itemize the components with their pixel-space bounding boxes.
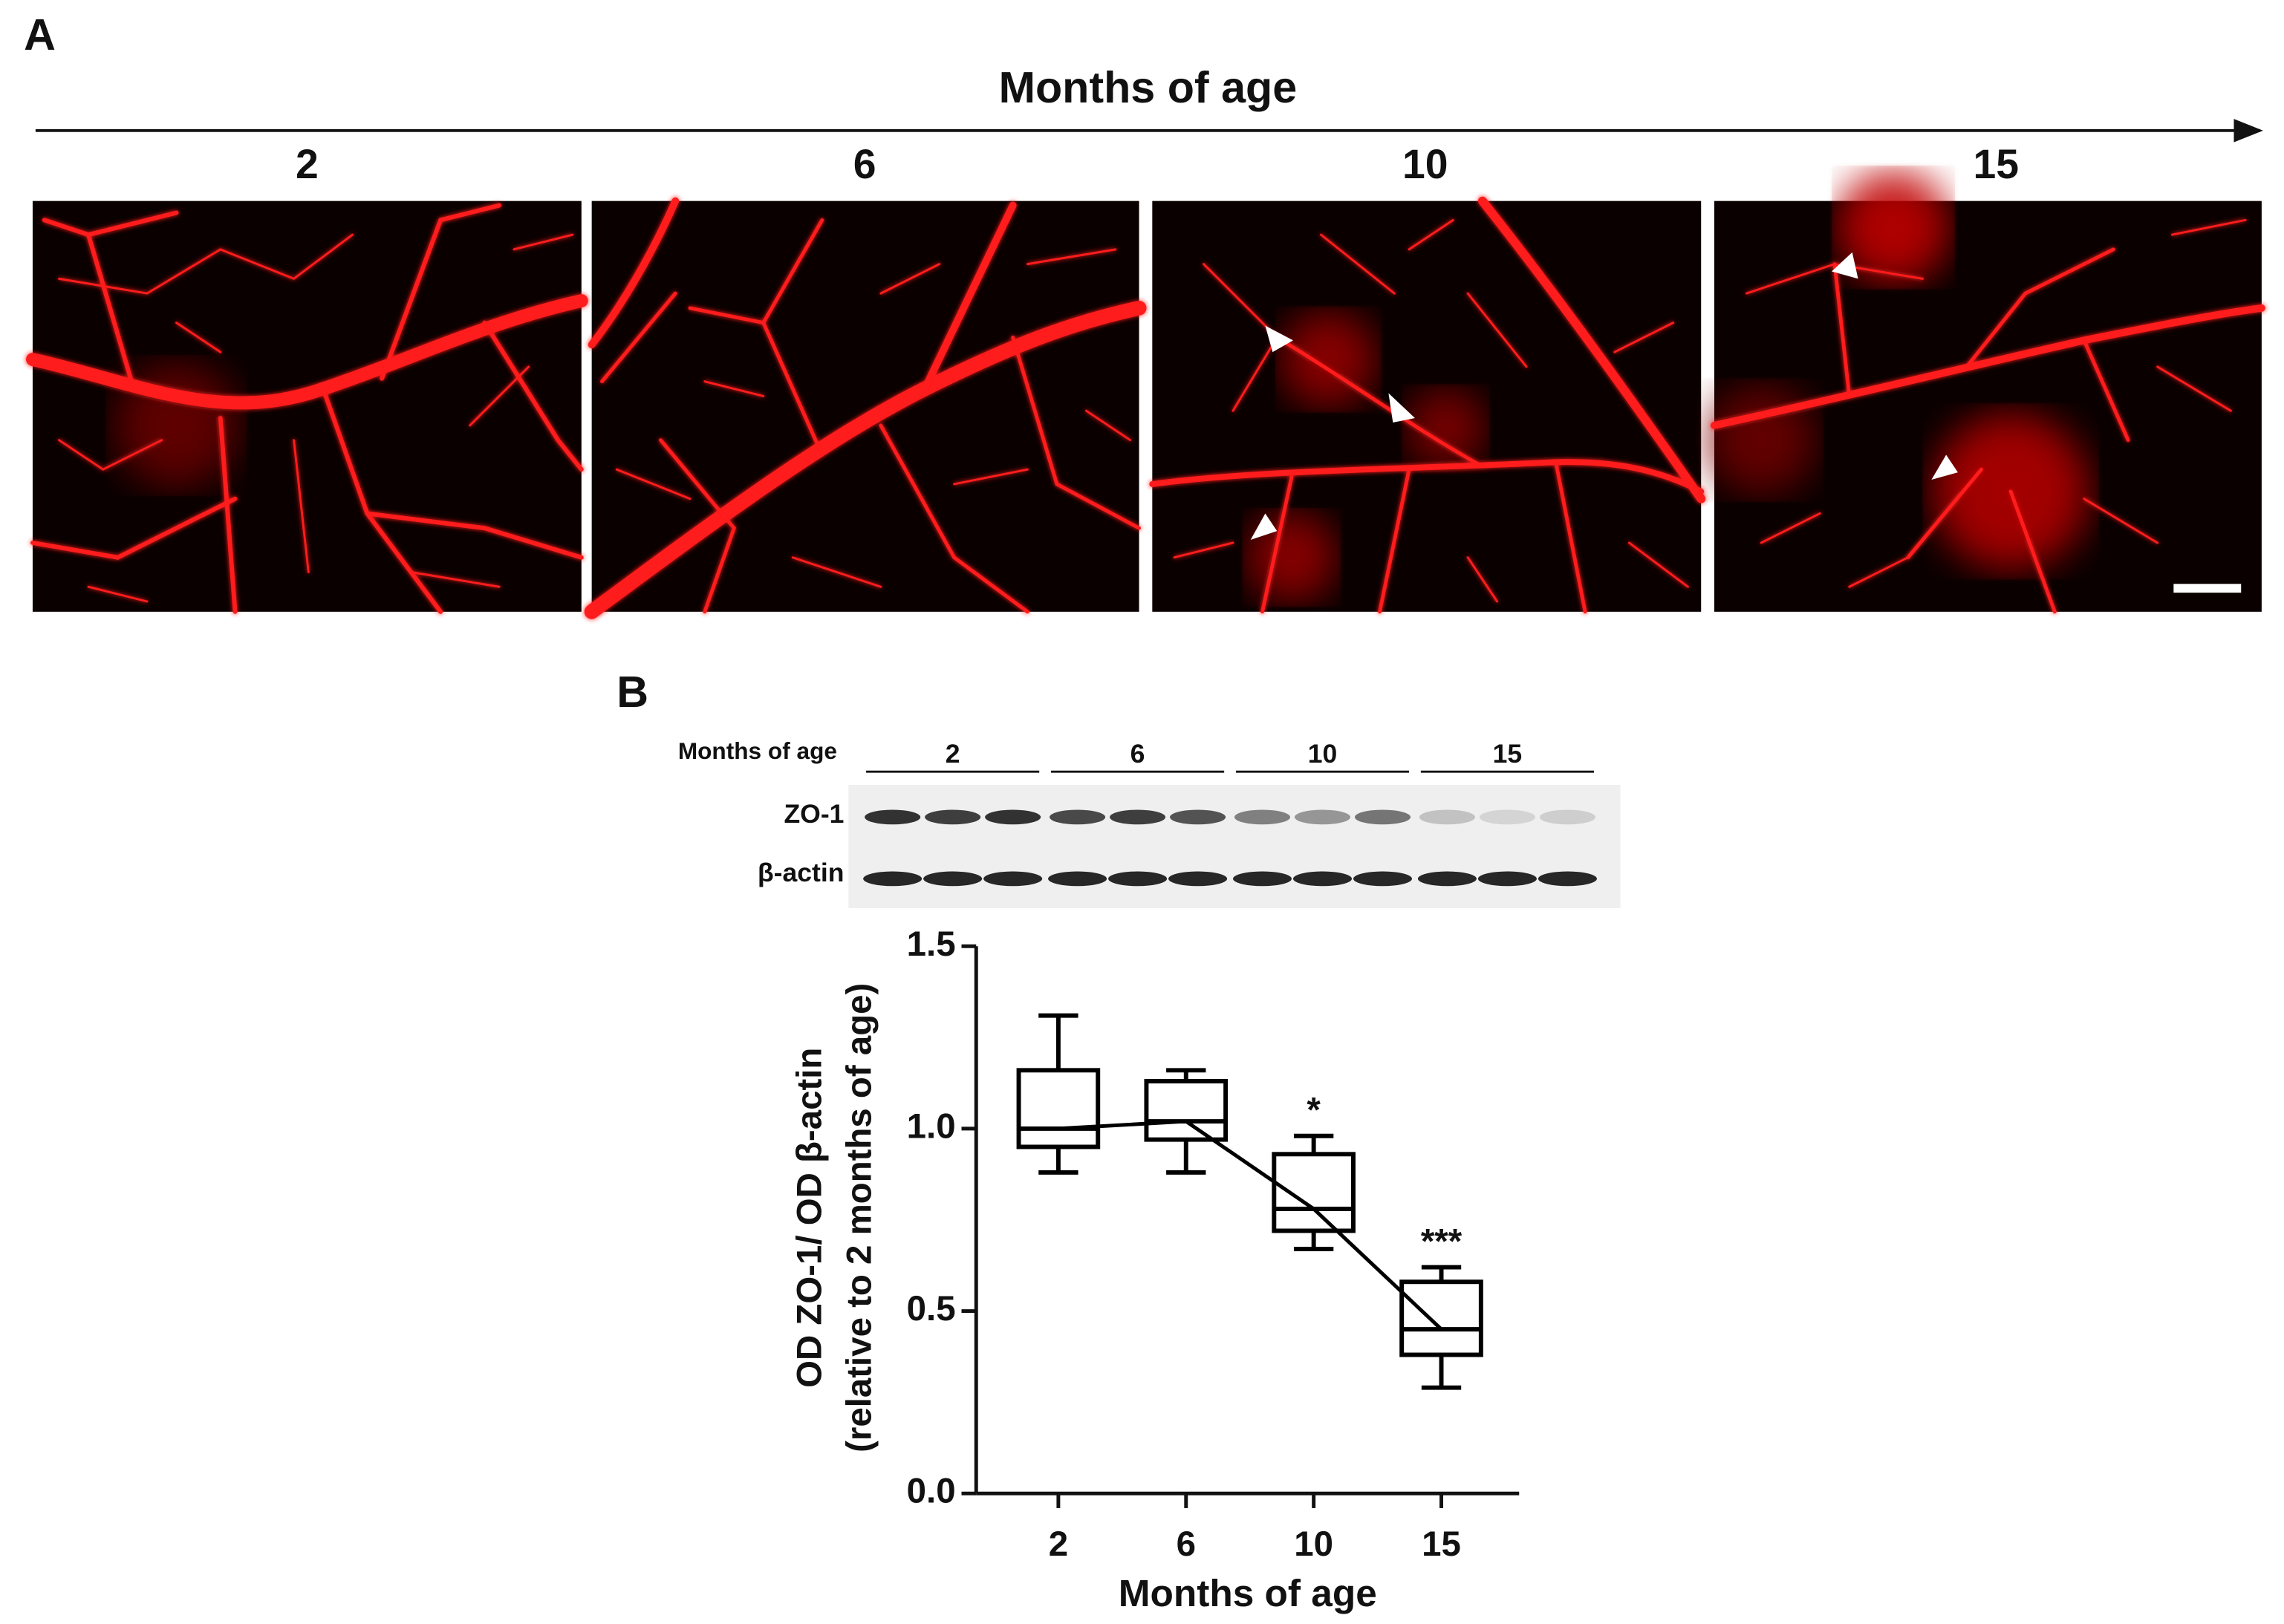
box: [1016, 1068, 1101, 1149]
blot-band: [1419, 809, 1475, 825]
blot-band: [983, 871, 1043, 887]
image-label: 2: [296, 141, 319, 187]
image-label: 6: [853, 141, 876, 187]
significance: *: [1307, 1091, 1321, 1130]
blot-title: Months of age: [678, 737, 837, 764]
blot-group-label: 10: [1308, 739, 1338, 769]
y-axis-label: (relative to 2 months of age): [840, 983, 879, 1452]
blot-band: [1050, 809, 1106, 825]
blot-group-label: 2: [946, 739, 960, 769]
blot-band: [1539, 809, 1595, 825]
box: [1272, 1152, 1356, 1233]
blot-band: [1353, 871, 1413, 887]
blot-row-label: β-actin: [758, 858, 844, 887]
blot-band: [923, 871, 983, 887]
micrograph: [26, 200, 588, 614]
median-line: [1058, 1119, 1443, 1331]
blot-band: [1232, 871, 1292, 887]
blot-band: [1234, 809, 1291, 825]
blot-band: [1538, 871, 1597, 887]
blot-band: [1354, 809, 1411, 825]
blot-band: [1479, 809, 1535, 825]
box: [1399, 1279, 1483, 1357]
image-label: 15: [1974, 141, 2020, 187]
y-tick-label: 0.5: [907, 1289, 956, 1328]
blot-group-label: 6: [1130, 739, 1145, 769]
micrograph: [584, 197, 1147, 619]
blot-band: [1108, 871, 1168, 887]
x-axis-label: Months of age: [1119, 1572, 1377, 1614]
box: [1144, 1079, 1229, 1142]
y-axis-label: OD ZO-1/ OD β-actin: [790, 1048, 830, 1388]
blot-band: [1110, 809, 1166, 825]
image-label: 10: [1402, 141, 1448, 187]
scale-bar: [2173, 584, 2242, 593]
micrograph: [1710, 176, 2265, 614]
blot-band: [925, 809, 981, 825]
blot-band: [1292, 871, 1353, 887]
x-tick-label: 2: [1049, 1524, 1068, 1564]
x-tick-label: 15: [1422, 1524, 1461, 1564]
blot-band: [1417, 871, 1477, 887]
blot-band: [1294, 809, 1351, 825]
panel-title: Months of age: [999, 62, 1298, 112]
x-tick-label: 6: [1177, 1524, 1196, 1564]
micrograph: [1149, 196, 1706, 614]
panel-label: A: [24, 10, 56, 59]
blot-band: [1477, 871, 1537, 887]
panel-label: B: [616, 667, 648, 717]
blot-group-label: 15: [1493, 739, 1523, 769]
blot-band: [985, 809, 1041, 825]
blot-band: [863, 871, 923, 887]
y-tick-label: 1.5: [907, 924, 956, 964]
blot-background: [848, 784, 1621, 908]
significance: ***: [1421, 1222, 1463, 1262]
blot: 2 6 10 15: [863, 739, 1597, 887]
y-tick-label: 1.0: [907, 1106, 956, 1146]
blot-band: [1168, 871, 1228, 887]
x-tick-label: 10: [1294, 1524, 1333, 1564]
blot-row-label: ZO-1: [784, 799, 844, 829]
blot-band: [865, 809, 921, 825]
blot-band: [1170, 809, 1226, 825]
y-tick-label: 0.0: [907, 1472, 956, 1511]
blot-band: [1048, 871, 1107, 887]
